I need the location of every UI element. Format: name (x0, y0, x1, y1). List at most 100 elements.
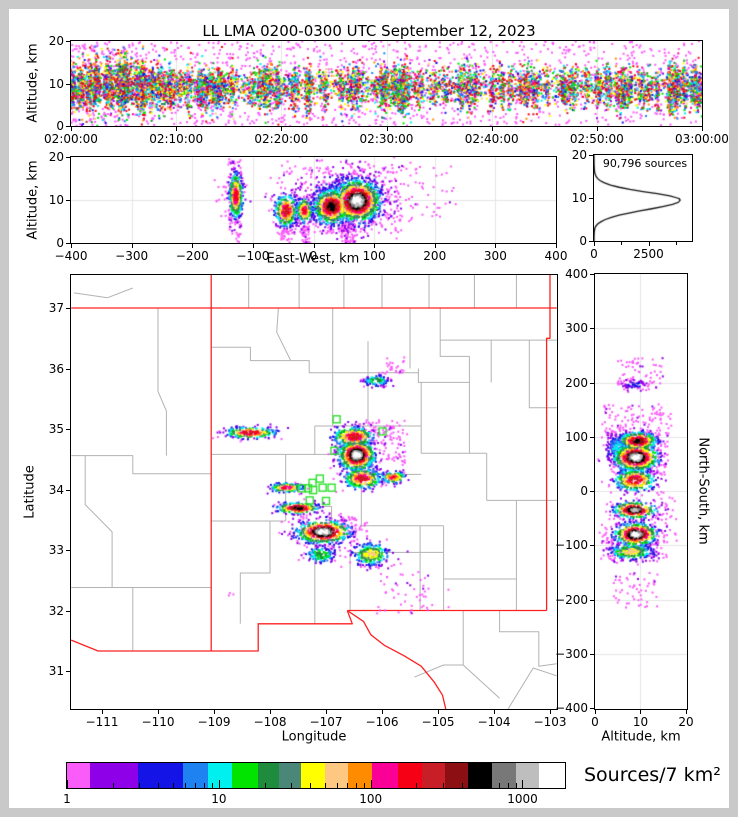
axis-tick (214, 710, 215, 714)
axis-tick (281, 127, 283, 131)
axis-tick-label: 33 (48, 543, 64, 557)
altitude-histogram-panel (593, 154, 693, 242)
north-south-height-panel (594, 273, 688, 710)
axis-tick (590, 328, 594, 330)
axis-tick-label: −200 (175, 249, 209, 263)
colorbar-tick (291, 783, 293, 788)
axis-tick-label: −106 (365, 715, 399, 729)
axis-tick-label: 34 (48, 482, 64, 497)
axis-tick (71, 127, 72, 131)
axis-tick-label: 0 (56, 119, 64, 133)
axis-tick (594, 242, 595, 246)
axis-tick (640, 710, 642, 714)
axis-tick (495, 244, 497, 248)
axis-tick (590, 545, 594, 547)
axis-tick-label: −104 (477, 715, 511, 729)
axis-tick-label: 10 (632, 715, 649, 729)
colorbar-segment (491, 763, 517, 788)
axis-tick-label: 0 (579, 234, 587, 248)
axis-tick (590, 436, 594, 438)
axis-tick-label: 20 (571, 148, 587, 162)
colorbar-tick (522, 780, 524, 788)
ew-panel-xlabel: East-West, km (266, 251, 360, 267)
east-west-height-panel (70, 156, 557, 244)
colorbar-segment (515, 763, 540, 788)
axis-tick (66, 429, 70, 430)
colorbar-segment (348, 763, 373, 788)
colorbar-tick (443, 783, 445, 788)
colorbar-tick (67, 780, 68, 788)
colorbar-tick (355, 783, 357, 788)
colorbar-tick (204, 783, 206, 788)
colorbar-tick (416, 783, 418, 788)
colorbar-tick-label: 100 (359, 792, 383, 806)
axis-tick (252, 244, 254, 248)
axis-tick (66, 200, 70, 201)
source-count-annotation: 90,796 sources (602, 157, 688, 170)
altitude-histogram-curve (594, 155, 692, 241)
map-xlabel: Longitude (281, 729, 347, 745)
axis-tick-label: 10 (571, 191, 587, 205)
axis-tick (66, 243, 70, 244)
axis-tick-label: −100 (555, 538, 588, 553)
figure-canvas: LL LMA 0200-0300 UTC September 12, 2023 … (9, 9, 729, 808)
colorbar-tick (218, 780, 220, 788)
axis-tick-label: 400 (565, 267, 588, 281)
colorbar-tick (363, 783, 365, 788)
colorbar-segment (539, 763, 566, 788)
axis-tick (590, 382, 594, 384)
axis-tick-label: 32 (48, 603, 64, 618)
axis-tick-label: 20 (678, 715, 694, 729)
axis-tick-label: 20 (48, 34, 64, 48)
colorbar-tick (370, 780, 372, 788)
east-west-density (71, 157, 556, 243)
axis-tick-label: 0 (590, 247, 598, 261)
axis-tick-label: 31 (48, 664, 64, 678)
axis-tick (434, 244, 436, 248)
axis-tick-label: −110 (141, 715, 175, 729)
colorbar-tick (476, 783, 478, 788)
axis-tick (131, 244, 133, 248)
colorbar-label: Sources/7 km² (584, 764, 721, 786)
axis-tick-label: 200 (565, 375, 588, 390)
ew-panel-ylabel: Altitude, km (25, 160, 41, 240)
axis-tick-label: −400 (54, 249, 88, 263)
map-density (71, 275, 557, 709)
axis-tick-label: 37 (48, 301, 64, 315)
plan-view-map-panel (70, 274, 558, 710)
colorbar-segment (325, 763, 349, 788)
colorbar (66, 762, 566, 789)
colorbar-tick (310, 783, 312, 788)
ns-panel-ylabel: North-South, km (695, 437, 711, 545)
axis-tick-label: 02:00:00 (44, 132, 98, 146)
axis-tick (596, 127, 598, 131)
axis-tick-label: −109 (197, 715, 231, 729)
axis-tick-label: 0 (591, 715, 599, 729)
axis-tick (374, 244, 376, 248)
axis-tick (66, 550, 70, 551)
axis-tick (685, 710, 687, 714)
axis-tick-label: 2500 (633, 247, 664, 261)
north-south-density (595, 274, 687, 709)
colorbar-tick (112, 783, 114, 788)
axis-tick (590, 274, 594, 275)
axis-tick-label: 200 (423, 249, 447, 263)
axis-tick (326, 710, 327, 714)
colorbar-tick (347, 783, 349, 788)
axis-tick-label: 0 (580, 484, 588, 498)
colorbar-segment (67, 763, 91, 788)
axis-tick (176, 127, 178, 131)
colorbar-segment (371, 763, 399, 788)
time-height-scatter (71, 41, 702, 126)
axis-tick-label: 02:40:00 (464, 132, 519, 146)
axis-tick-label: 02:10:00 (149, 132, 204, 146)
axis-tick (313, 244, 315, 248)
axis-tick (66, 157, 70, 158)
axis-tick (66, 671, 70, 672)
colorbar-segment (398, 763, 423, 788)
axis-tick (702, 127, 703, 131)
colorbar-segment (257, 763, 280, 788)
colorbar-tick (462, 783, 464, 788)
axis-tick-label: 35 (48, 422, 64, 436)
